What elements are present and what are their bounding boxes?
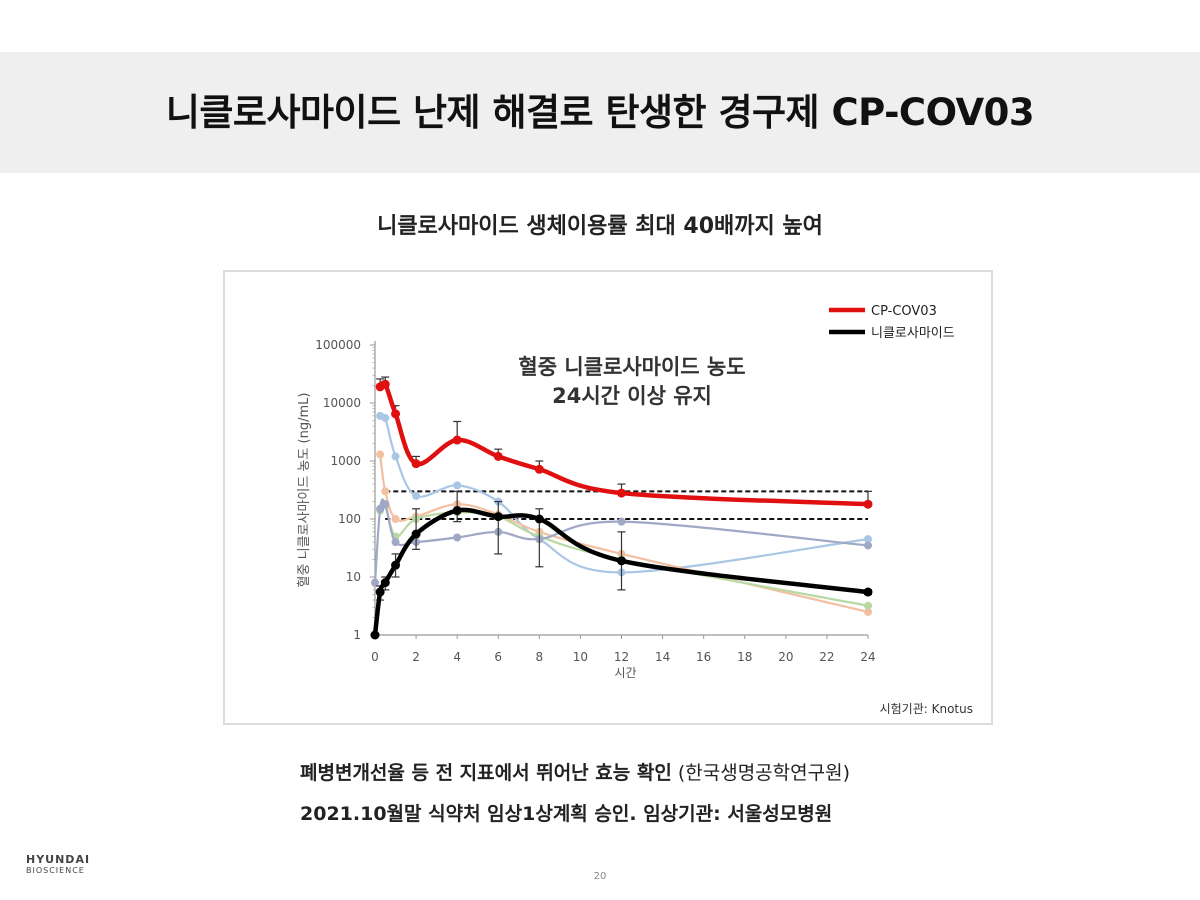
data-point xyxy=(863,587,873,597)
data-point xyxy=(617,488,626,498)
page-number: 20 xyxy=(593,871,607,882)
data-point xyxy=(411,459,421,469)
series-line xyxy=(379,413,870,574)
legend-label: CP-COV03 xyxy=(871,304,937,319)
annotation-line-2: 24시간 이상 유지 xyxy=(552,384,712,408)
data-point xyxy=(534,514,544,524)
x-tick-label: 16 xyxy=(696,650,711,664)
x-tick-label: 0 xyxy=(371,650,379,664)
x-tick-label: 24 xyxy=(860,650,875,664)
data-point xyxy=(864,535,872,544)
x-tick-label: 8 xyxy=(536,650,544,664)
data-point xyxy=(381,414,390,423)
x-tick-label: 20 xyxy=(778,650,793,664)
y-tick-label: 1000 xyxy=(330,454,361,468)
data-point xyxy=(452,506,462,516)
x-tick-label: 14 xyxy=(655,650,670,664)
data-point xyxy=(617,517,626,526)
approval-note: 2021.10월말 식약처 임상1상계획 승인. 임상기관: 서울성모병원 xyxy=(300,803,833,825)
data-point xyxy=(375,587,385,597)
y-tick-label: 100000 xyxy=(315,338,361,352)
efficacy-note-main: 폐병변개선율 등 전 지표에서 뛰어난 효능 확인 xyxy=(300,762,672,784)
chart-source-note: 시험기관: Knotus xyxy=(880,702,973,716)
data-point xyxy=(391,560,401,570)
y-tick-label: 100 xyxy=(338,512,361,526)
y-axis-label: 혈중 니클로사마이드 농도 (ng/mL) xyxy=(297,393,312,588)
data-point xyxy=(453,533,462,542)
data-point xyxy=(864,601,872,610)
y-tick-label: 10 xyxy=(346,570,361,584)
data-point xyxy=(391,452,400,461)
x-tick-label: 18 xyxy=(737,650,752,664)
data-point xyxy=(452,435,462,445)
logo-line-2: BIOSCIENCE xyxy=(26,866,85,875)
data-point xyxy=(411,529,421,539)
chart-frame: 1 10 100 1000 10000 100000 0 2 4 6 8 10 12 14 16 18 20 22… xyxy=(223,270,993,725)
data-point xyxy=(534,464,544,474)
company-logo: HYUNDAI BIOSCIENCE xyxy=(26,854,90,876)
x-tick-label: 12 xyxy=(614,650,629,664)
data-point xyxy=(391,538,400,547)
data-point xyxy=(864,541,872,550)
data-point xyxy=(381,487,390,496)
series-niclosamide xyxy=(370,490,873,640)
data-point xyxy=(391,515,400,523)
x-tick-label: 6 xyxy=(494,650,502,664)
data-point xyxy=(863,499,873,509)
data-point xyxy=(376,504,385,513)
efficacy-note: 폐병변개선율 등 전 지표에서 뛰어난 효능 확인 (한국생명공학연구원) xyxy=(300,758,850,785)
data-point xyxy=(381,500,390,509)
data-point xyxy=(453,481,462,490)
x-tick-label: 22 xyxy=(819,650,834,664)
data-point xyxy=(617,556,626,566)
series-line xyxy=(377,380,871,507)
data-point xyxy=(376,450,385,459)
series-light-3 xyxy=(376,450,872,616)
legend-label: 니클로사마이드 xyxy=(871,326,955,341)
slide-subtitle: 니클로사마이드 생체이용률 최대 40배까지 높여 xyxy=(377,214,823,239)
data-point xyxy=(371,578,379,587)
logo-line-1: HYUNDAI xyxy=(26,853,91,866)
efficacy-note-source: (한국생명공학연구원) xyxy=(671,762,850,784)
data-point xyxy=(370,630,380,640)
data-point xyxy=(493,512,503,522)
series-light-5 xyxy=(371,498,872,587)
data-point xyxy=(391,409,401,419)
y-tick-label: 10000 xyxy=(323,396,361,410)
x-axis-label: 시간 xyxy=(614,666,636,680)
data-point xyxy=(493,451,503,461)
series-cp-cov03 xyxy=(375,376,873,509)
x-tick-label: 2 xyxy=(412,650,420,664)
title-band: 니클로사마이드 난제 해결로 탄생한 경구제 CP-COV03 xyxy=(0,52,1200,173)
slide-title: 니클로사마이드 난제 해결로 탄생한 경구제 CP-COV03 xyxy=(165,91,1035,134)
series-line xyxy=(379,453,870,614)
data-point xyxy=(412,491,421,500)
data-point xyxy=(380,379,390,389)
data-point xyxy=(380,578,390,588)
y-tick-label: 1 xyxy=(353,628,361,642)
data-point xyxy=(864,607,872,616)
chart-legend: CP-COV03 니클로사마이드 xyxy=(829,304,955,341)
x-tick-label: 10 xyxy=(573,650,588,664)
annotation-line-1: 혈중 니클로사마이드 농도 xyxy=(518,355,745,379)
x-tick-label: 4 xyxy=(453,650,461,664)
